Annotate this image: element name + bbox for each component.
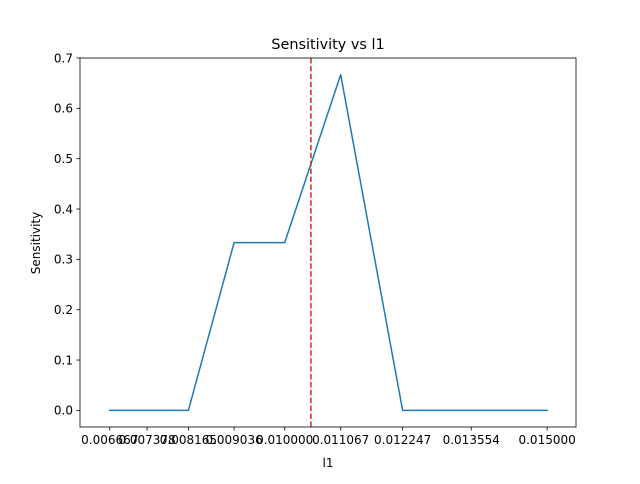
y-tick-label: 0.4 bbox=[54, 202, 73, 216]
x-tick-label: 0.015000 bbox=[518, 433, 575, 447]
x-tick-label: 0.007378 bbox=[118, 433, 175, 447]
axes-frame bbox=[79, 57, 577, 428]
x-tick-label: 0.006667 bbox=[81, 433, 138, 447]
y-tick-label: 0.1 bbox=[54, 353, 73, 367]
x-tick-label: 0.008165 bbox=[160, 433, 217, 447]
x-tick-label: 0.012247 bbox=[374, 433, 431, 447]
plot-layer: 0.0066670.0073780.0081650.0090360.010000… bbox=[54, 51, 577, 447]
x-axis-label: l1 bbox=[323, 456, 334, 470]
y-tick-label: 0.2 bbox=[54, 303, 73, 317]
y-tick-label: 0.6 bbox=[54, 102, 73, 116]
x-tick-label: 0.013554 bbox=[443, 433, 500, 447]
x-tick-label: 0.011067 bbox=[312, 433, 369, 447]
y-tick-label: 0.3 bbox=[54, 253, 73, 267]
chart-title: Sensitivity vs l1 bbox=[271, 37, 384, 53]
y-tick-label: 0.7 bbox=[54, 51, 73, 65]
y-tick-label: 0.0 bbox=[54, 404, 73, 418]
x-tick-label: 0.009036 bbox=[205, 433, 262, 447]
y-axis-label: Sensitivity bbox=[29, 212, 43, 274]
x-tick-label: 0.010000 bbox=[256, 433, 313, 447]
y-tick-label: 0.5 bbox=[54, 152, 73, 166]
series-line-0 bbox=[109, 74, 548, 412]
